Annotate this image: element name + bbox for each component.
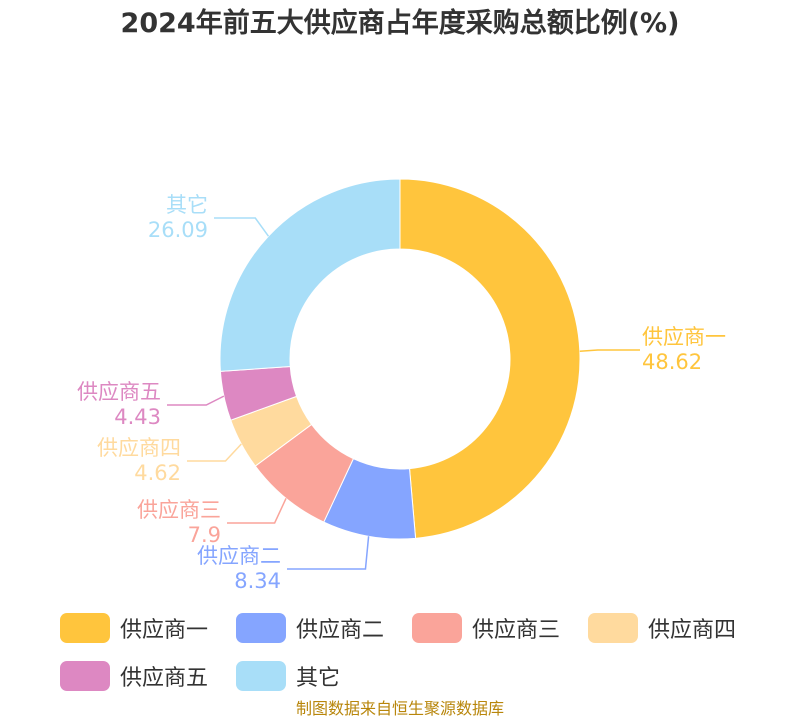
slice-label-supplier-2: 供应商二 [197, 544, 281, 568]
callout-line-other [214, 217, 270, 237]
legend-item-other[interactable]: 其它 [236, 660, 340, 692]
legend-swatch-supplier-1 [60, 613, 110, 643]
slice-value-supplier-4: 4.62 [134, 461, 181, 485]
slice-label-other: 其它 [166, 193, 208, 217]
slice-label-supplier-1: 供应商一 [642, 325, 726, 349]
legend-item-supplier-3[interactable]: 供应商三 [412, 612, 560, 644]
source-note: 制图数据来自恒生聚源数据库 [295, 699, 504, 718]
legend-label-supplier-3: 供应商三 [472, 618, 561, 643]
chart-title: 2024年前五大供应商占年度采购总额比例(%) [120, 8, 680, 39]
legend-label-supplier-2: 供应商二 [296, 618, 385, 643]
callout-line-supplier-4 [187, 443, 242, 462]
legend-item-supplier-5[interactable]: 供应商五 [60, 660, 208, 692]
slices-group [219, 178, 581, 540]
callout-line-supplier-1 [579, 349, 640, 352]
slice-value-supplier-5: 4.43 [114, 405, 161, 429]
legend-swatch-supplier-3 [412, 613, 462, 643]
slice-other[interactable] [219, 178, 401, 372]
slice-value-supplier-2: 8.34 [234, 569, 281, 593]
slice-label-supplier-5: 供应商五 [77, 380, 161, 404]
legend-label-supplier-4: 供应商四 [648, 618, 737, 643]
legend-item-supplier-4[interactable]: 供应商四 [588, 612, 736, 644]
slice-value-supplier-3: 7.9 [188, 523, 221, 547]
legend-swatch-supplier-2 [236, 613, 286, 643]
legend-label-supplier-1: 供应商一 [120, 618, 209, 643]
slice-value-supplier-1: 48.62 [642, 350, 702, 374]
legend-item-supplier-1[interactable]: 供应商一 [60, 612, 208, 644]
legend-label-other: 其它 [296, 666, 341, 691]
legend-swatch-supplier-5 [60, 661, 110, 691]
slice-label-supplier-3: 供应商三 [137, 498, 221, 522]
callout-line-supplier-2 [287, 536, 370, 570]
slice-label-supplier-4: 供应商四 [97, 436, 181, 460]
legend-swatch-supplier-4 [588, 613, 638, 643]
slice-supplier-1[interactable] [399, 178, 581, 539]
callout-line-supplier-5 [167, 395, 225, 406]
callout-line-supplier-3 [227, 498, 287, 524]
legend-item-supplier-2[interactable]: 供应商二 [236, 612, 384, 644]
legend-label-supplier-5: 供应商五 [120, 666, 209, 691]
legend-swatch-other [236, 661, 286, 691]
slice-value-other: 26.09 [148, 218, 208, 242]
